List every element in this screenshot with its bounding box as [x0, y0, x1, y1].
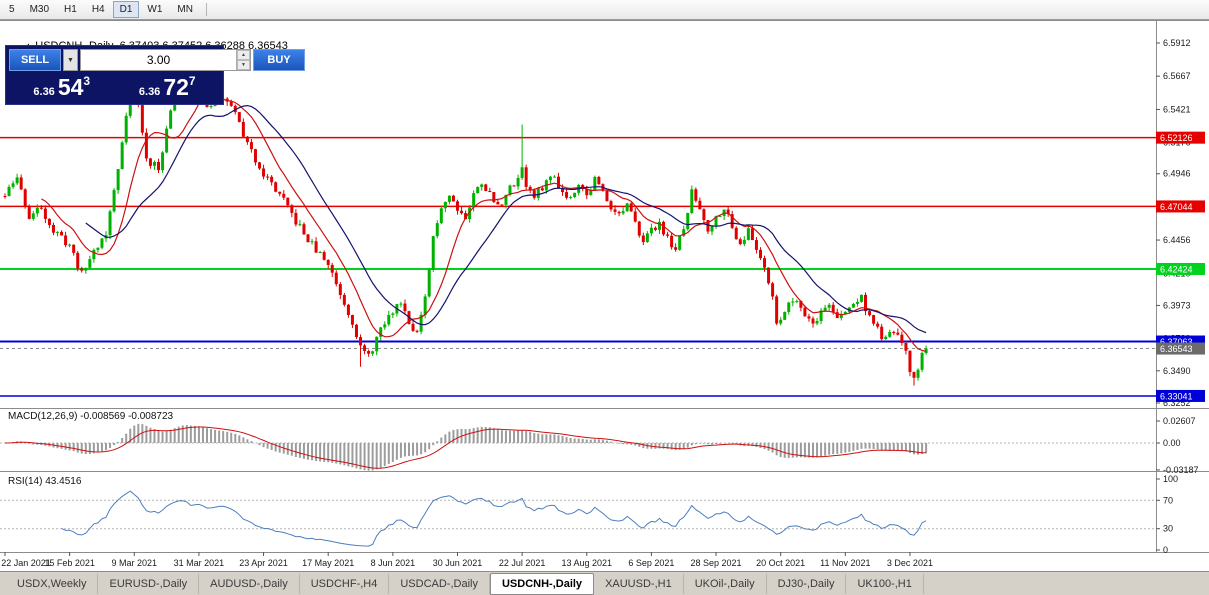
hline-price-label[interactable]: 6.47044: [1156, 200, 1205, 213]
chart-tab-uk100-h1[interactable]: UK100-,H1: [846, 573, 924, 594]
trade-prices-row: 6.36 54 3 6.36 72 7: [9, 73, 220, 101]
macd-histogram: [8, 423, 928, 471]
date-tick-label: 31 Mar 2021: [174, 558, 225, 568]
volume-box: ▲ ▼: [80, 49, 251, 71]
bid-price-big: 54: [57, 73, 84, 100]
date-tick-label: 17 May 2021: [302, 558, 354, 568]
chart-tab-ukoil-daily[interactable]: UKOil-,Daily: [684, 573, 767, 594]
hline-price-label[interactable]: 6.42424: [1156, 262, 1205, 275]
hline-price-label[interactable]: 6.52126: [1156, 131, 1205, 144]
svg-text:6.42424: 6.42424: [1160, 264, 1193, 274]
bid-price-sup: 3: [83, 74, 91, 88]
volume-dropdown-button[interactable]: ▼: [63, 49, 78, 71]
volume-input[interactable]: [81, 50, 236, 70]
rsi-label: RSI(14) 43.4516: [8, 476, 82, 487]
date-tick-label: 13 Aug 2021: [561, 558, 612, 568]
ask-price-prefix: 6.36: [138, 86, 161, 98]
svg-text:6.37063: 6.37063: [1160, 337, 1193, 347]
price-tick-label: 6.5912: [1163, 38, 1191, 48]
chart-tab-eurusd-daily[interactable]: EURUSD-,Daily: [98, 573, 200, 594]
macd-tick-label: 0.02607: [1163, 416, 1196, 426]
macd-tick-label: 0.00: [1163, 438, 1181, 448]
ask-price-big: 72: [163, 73, 189, 100]
sell-button[interactable]: SELL: [9, 49, 61, 71]
svg-text:6.36543: 6.36543: [1160, 344, 1193, 354]
price-chart[interactable]: 6.59126.56676.54216.51766.49466.47016.44…: [0, 21, 1209, 572]
date-tick-label: 3 Dec 2021: [887, 558, 933, 568]
price-tick-label: 6.5667: [1163, 71, 1191, 81]
volume-up-button[interactable]: ▲: [237, 50, 250, 60]
buy-button[interactable]: BUY: [253, 49, 305, 71]
rsi-tick-label: 70: [1163, 495, 1173, 505]
svg-text:6.33041: 6.33041: [1160, 391, 1193, 401]
rsi-line: [61, 490, 927, 547]
hlines-layer: [0, 136, 1156, 397]
macd-label: MACD(12,26,9) -0.008569 -0.008723: [8, 411, 174, 422]
timeframe-button-m30[interactable]: M30: [23, 1, 56, 18]
date-tick-label: 8 Jun 2021: [371, 558, 416, 568]
chevron-down-icon: ▼: [67, 56, 74, 64]
price-tick-label: 6.4946: [1163, 169, 1191, 179]
date-tick-label: 28 Sep 2021: [691, 558, 742, 568]
date-tick-label: 22 Jul 2021: [499, 558, 546, 568]
macd-signal-line: [4, 426, 927, 469]
date-tick-label: 23 Apr 2021: [239, 558, 288, 568]
price-tick-label: 6.3252: [1163, 398, 1191, 408]
chart-tab-bar: USDX,Weekly EURUSD-,Daily AUDUSD-,Daily USD…: [0, 571, 1209, 595]
rsi-tick-label: 30: [1163, 524, 1173, 534]
date-tick-label: 22 Jan 2021: [1, 558, 51, 568]
hline-price-label[interactable]: 6.33041: [1156, 389, 1205, 402]
volume-down-button[interactable]: ▼: [237, 60, 250, 70]
price-tick-label: 6.3490: [1163, 366, 1191, 376]
rsi-tick-label: 0: [1163, 545, 1168, 555]
date-tick-label: 6 Sep 2021: [628, 558, 674, 568]
date-tick-label: 15 Feb 2021: [44, 558, 95, 568]
current-price-label: 6.36543: [1156, 342, 1205, 355]
timeframe-button-5[interactable]: 5: [2, 1, 22, 18]
chart-window: 6.59126.56676.54216.51766.49466.47016.44…: [0, 20, 1209, 571]
timeframe-button-h1[interactable]: H1: [57, 1, 84, 18]
timeframe-toolbar: 5 M30 H1 H4 D1 W1 MN: [0, 0, 1209, 20]
volume-spinner: ▲ ▼: [236, 50, 250, 70]
chart-tab-usdcnh-daily[interactable]: USDCNH-,Daily: [489, 572, 595, 595]
timeframe-button-w1[interactable]: W1: [140, 1, 169, 18]
svg-text:6.47044: 6.47044: [1160, 202, 1193, 212]
ma-slow-line: [85, 104, 927, 334]
date-tick-label: 30 Jun 2021: [433, 558, 483, 568]
macd-tick-label: -0.03187: [1163, 465, 1199, 475]
macd-pane: [0, 423, 1156, 471]
chart-tab-audusd-daily[interactable]: AUDUSD-,Daily: [199, 573, 300, 594]
timeframe-button-d1[interactable]: D1: [112, 1, 140, 18]
ma-fast-line: [41, 95, 927, 352]
rsi-pane: [0, 490, 1156, 547]
chart-tab-usdx-weekly[interactable]: USDX,Weekly: [6, 573, 99, 594]
bid-price-prefix: 6.36: [33, 86, 55, 98]
chart-tab-xauusd-h1[interactable]: XAUUSD-,H1: [594, 573, 684, 594]
chart-tab-usdcad-daily[interactable]: USDCAD-,Daily: [389, 573, 490, 594]
candles-layer: [3, 65, 928, 386]
ask-price-sup: 7: [188, 74, 196, 88]
date-tick-label: 20 Oct 2021: [756, 558, 805, 568]
svg-text:6.52126: 6.52126: [1160, 133, 1193, 143]
ask-price: 6.36 72 7: [115, 73, 221, 101]
bid-price: 6.36 54 3: [9, 73, 115, 101]
chart-tab-dj30-daily[interactable]: DJ30-,Daily: [767, 573, 847, 594]
price-tick-label: 6.5421: [1163, 104, 1191, 114]
date-tick-label: 11 Nov 2021: [820, 558, 870, 568]
timeframe-button-mn[interactable]: MN: [170, 1, 200, 18]
trade-controls-row: SELL ▼ ▲ ▼ BUY: [9, 49, 305, 71]
price-tick-label: 6.4456: [1163, 235, 1191, 245]
chart-tab-usdchf-h4[interactable]: USDCHF-,H4: [300, 573, 390, 594]
price-tick-label: 6.3973: [1163, 300, 1191, 310]
toolbar-separator: [205, 3, 207, 16]
rsi-tick-label: 100: [1163, 474, 1178, 484]
date-tick-label: 9 Mar 2021: [112, 558, 158, 568]
timeframe-button-h4[interactable]: H4: [85, 1, 112, 18]
